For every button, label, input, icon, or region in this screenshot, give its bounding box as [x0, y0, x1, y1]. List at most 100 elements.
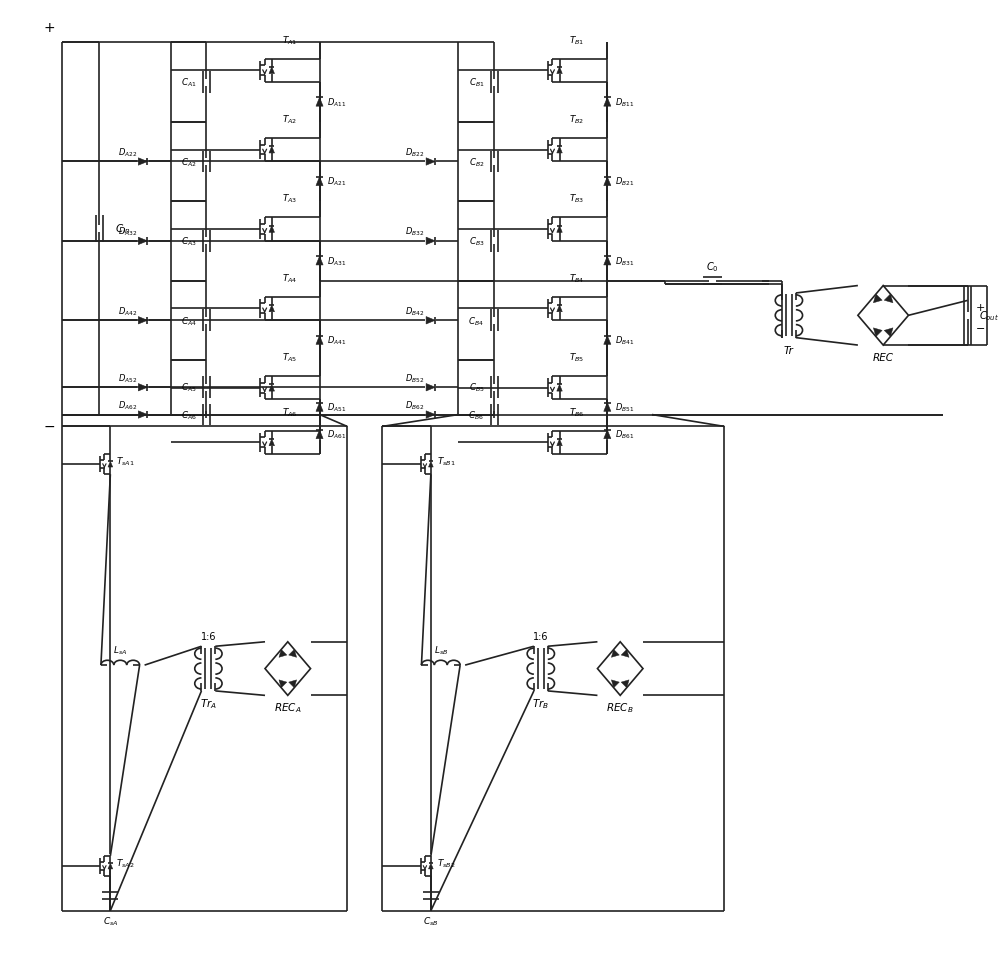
Text: $T_{B3}$: $T_{B3}$	[569, 193, 585, 205]
Polygon shape	[426, 412, 435, 419]
Text: −: −	[975, 324, 985, 334]
Polygon shape	[884, 328, 893, 337]
Polygon shape	[316, 257, 323, 266]
Polygon shape	[873, 295, 882, 303]
Text: $T_{A3}$: $T_{A3}$	[282, 193, 297, 205]
Text: $C_{A6}$: $C_{A6}$	[181, 409, 196, 422]
Polygon shape	[621, 680, 629, 688]
Polygon shape	[429, 863, 433, 869]
Text: $C_{B3}$: $C_{B3}$	[469, 235, 484, 248]
Text: REC: REC	[873, 353, 894, 362]
Text: $C_{out}$: $C_{out}$	[979, 309, 1000, 323]
Text: $T_{sB2}$: $T_{sB2}$	[437, 857, 455, 869]
Text: $T_{sA1}$: $T_{sA1}$	[116, 454, 135, 467]
Text: $D_{B62}$: $D_{B62}$	[405, 399, 425, 412]
Text: $T_{B2}$: $T_{B2}$	[569, 113, 585, 126]
Text: $C_{B1}$: $C_{B1}$	[469, 77, 484, 89]
Text: $D_{B22}$: $D_{B22}$	[405, 146, 425, 159]
Polygon shape	[316, 98, 323, 107]
Text: $T_{A2}$: $T_{A2}$	[282, 113, 297, 126]
Polygon shape	[426, 317, 435, 325]
Text: $T_{A6}$: $T_{A6}$	[282, 406, 297, 419]
Text: $D_{A41}$: $D_{A41}$	[327, 334, 347, 347]
Text: $D_{B52}$: $D_{B52}$	[405, 372, 425, 384]
Polygon shape	[289, 680, 297, 688]
Text: $Tr_A$: $Tr_A$	[200, 696, 217, 710]
Text: $D_{A51}$: $D_{A51}$	[327, 401, 347, 414]
Polygon shape	[138, 412, 147, 419]
Text: $D_{A32}$: $D_{A32}$	[118, 226, 137, 238]
Polygon shape	[604, 257, 611, 266]
Text: $T_{A5}$: $T_{A5}$	[282, 352, 297, 363]
Text: −: −	[44, 419, 55, 433]
Polygon shape	[621, 650, 629, 658]
Text: $D_{B51}$: $D_{B51}$	[615, 401, 635, 414]
Polygon shape	[604, 98, 611, 107]
Text: $T_{B4}$: $T_{B4}$	[569, 272, 585, 285]
Text: $T_{B1}$: $T_{B1}$	[569, 34, 585, 47]
Text: $C_{A1}$: $C_{A1}$	[181, 77, 196, 89]
Polygon shape	[873, 328, 882, 337]
Text: $Tr_B$: $Tr_B$	[532, 696, 549, 710]
Polygon shape	[604, 177, 611, 186]
Text: 1:6: 1:6	[201, 632, 216, 641]
Text: $T_{B6}$: $T_{B6}$	[569, 406, 585, 419]
Text: $C_0$: $C_0$	[706, 260, 719, 273]
Polygon shape	[138, 317, 147, 325]
Text: $D_{A42}$: $D_{A42}$	[118, 305, 137, 317]
Text: $D_{A31}$: $D_{A31}$	[327, 255, 347, 267]
Text: $D_{B31}$: $D_{B31}$	[615, 255, 635, 267]
Text: $D_{A62}$: $D_{A62}$	[118, 399, 137, 412]
Polygon shape	[269, 147, 274, 154]
Text: $C_{A2}$: $C_{A2}$	[181, 156, 196, 169]
Text: $D_{A61}$: $D_{A61}$	[327, 428, 347, 441]
Polygon shape	[316, 403, 323, 412]
Text: $C_{sA}$: $C_{sA}$	[103, 915, 118, 927]
Polygon shape	[138, 384, 147, 391]
Polygon shape	[557, 147, 562, 154]
Text: $D_{B11}$: $D_{B11}$	[615, 97, 635, 109]
Polygon shape	[604, 403, 611, 412]
Text: $C_{in}$: $C_{in}$	[115, 222, 130, 236]
Text: $D_{B61}$: $D_{B61}$	[615, 428, 635, 441]
Polygon shape	[426, 159, 435, 166]
Text: $L_{sB}$: $L_{sB}$	[434, 643, 448, 656]
Text: $D_{A22}$: $D_{A22}$	[118, 146, 137, 159]
Polygon shape	[557, 440, 562, 446]
Polygon shape	[426, 238, 435, 245]
Polygon shape	[138, 159, 147, 166]
Text: $REC_A$: $REC_A$	[274, 701, 302, 714]
Text: $D_{B21}$: $D_{B21}$	[615, 175, 635, 188]
Text: 1:6: 1:6	[533, 632, 549, 641]
Text: $L_{sA}$: $L_{sA}$	[113, 643, 127, 656]
Text: $C_{B5}$: $C_{B5}$	[469, 382, 484, 394]
Text: $D_{A11}$: $D_{A11}$	[327, 97, 347, 109]
Polygon shape	[269, 227, 274, 234]
Polygon shape	[611, 680, 619, 688]
Polygon shape	[316, 336, 323, 345]
Text: $T_{sB1}$: $T_{sB1}$	[437, 454, 455, 467]
Polygon shape	[138, 238, 147, 245]
Polygon shape	[289, 650, 297, 658]
Text: $D_{A52}$: $D_{A52}$	[118, 372, 137, 384]
Polygon shape	[884, 295, 893, 303]
Polygon shape	[269, 440, 274, 446]
Text: $C_{B6}$: $C_{B6}$	[468, 409, 484, 422]
Polygon shape	[557, 227, 562, 234]
Polygon shape	[316, 430, 323, 439]
Text: $T_{sA2}$: $T_{sA2}$	[116, 857, 135, 869]
Polygon shape	[604, 336, 611, 345]
Polygon shape	[279, 650, 287, 658]
Polygon shape	[557, 68, 562, 75]
Polygon shape	[604, 430, 611, 439]
Text: $D_{A21}$: $D_{A21}$	[327, 175, 347, 188]
Polygon shape	[108, 462, 113, 467]
Polygon shape	[429, 462, 433, 467]
Polygon shape	[611, 650, 619, 658]
Polygon shape	[316, 177, 323, 186]
Text: $D_{B32}$: $D_{B32}$	[405, 226, 425, 238]
Polygon shape	[426, 384, 435, 391]
Text: +: +	[44, 21, 55, 36]
Polygon shape	[108, 863, 113, 869]
Text: Tr: Tr	[784, 345, 794, 356]
